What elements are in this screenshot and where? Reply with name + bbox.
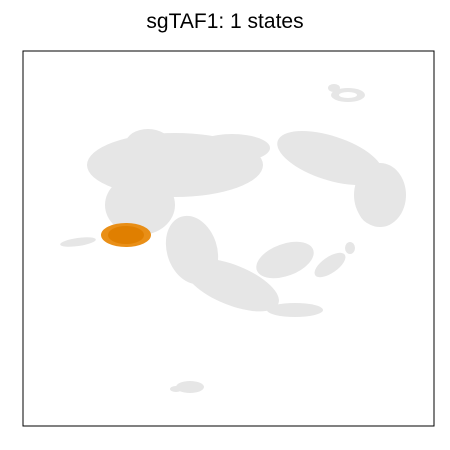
background-cluster-top-center	[126, 129, 170, 157]
chart-title: sgTAF1: 1 states	[146, 10, 304, 33]
background-cluster-left-streak	[60, 237, 96, 247]
background-cluster-bottom-isolated	[176, 381, 204, 393]
background-cluster-bottom-band	[267, 303, 323, 317]
background-cluster-right-arm-lower	[358, 190, 398, 226]
highlighted-state-cluster	[101, 223, 151, 247]
background-cluster-bottom-isolated-tail	[170, 386, 182, 392]
background-cluster-top-mid	[194, 134, 270, 162]
background-cluster-lower-branch	[185, 258, 279, 312]
background-cells	[60, 84, 406, 393]
background-cluster-small-right-2	[345, 242, 355, 254]
highlighted-cells-sgTAF1-core	[108, 226, 144, 244]
background-cluster-upper-right-band	[277, 131, 383, 185]
background-cluster-small-right-1	[314, 252, 346, 278]
background-cluster-left-trunk	[105, 175, 175, 235]
background-cluster-lower-right	[256, 241, 314, 279]
background-ring-hole	[339, 92, 357, 98]
background-cluster-top-right-dot	[328, 84, 340, 92]
